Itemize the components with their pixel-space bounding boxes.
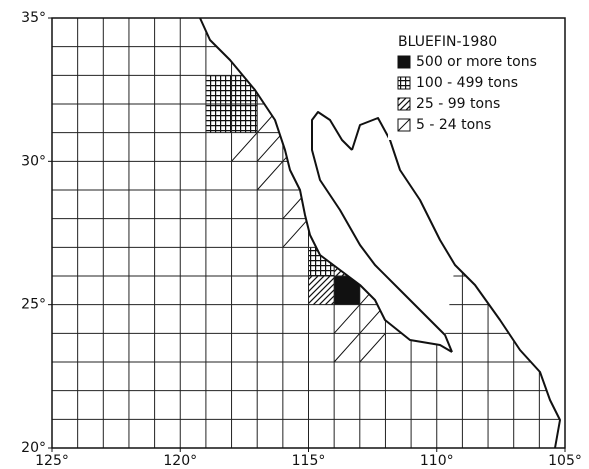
cell-diagonal	[256, 132, 284, 162]
catch-cell	[205, 104, 232, 133]
baja-east-coast	[311, 111, 453, 353]
x-tick-label: 105°	[548, 453, 582, 469]
x-tick-label: 120°	[163, 453, 197, 469]
cell-diagonal	[333, 304, 361, 334]
legend-label: 500 or more tons	[416, 54, 537, 70]
x-tick-label: 115°	[292, 453, 326, 469]
y-tick-label: 20°	[21, 440, 46, 456]
legend-box	[388, 28, 553, 140]
legend-diagonal	[397, 118, 411, 132]
legend-swatch	[397, 55, 411, 69]
cell-diagonal	[282, 218, 309, 248]
catch-cell	[231, 104, 258, 133]
y-tick-label: 30°	[21, 153, 46, 169]
labels: 125° 120° 115° 110° 105° 35° 30° 25° 20° BLUEFIN-…	[21, 10, 582, 469]
y-tick-label: 35°	[21, 10, 46, 26]
x-tick-label: 110°	[420, 453, 454, 469]
x-tick-label: 125°	[35, 453, 69, 469]
catch-cell	[205, 75, 232, 104]
catch-cell	[308, 276, 335, 305]
legend-label: 5 - 24 tons	[416, 117, 491, 133]
legend-swatch	[397, 76, 411, 90]
cell-diagonal	[256, 160, 284, 191]
cell-diagonal	[333, 332, 361, 363]
cell-diagonal	[231, 132, 258, 162]
legend-label: 25 - 99 tons	[416, 96, 500, 112]
legend-label: 100 - 499 tons	[416, 75, 518, 91]
gulf	[312, 112, 455, 335]
y-tick-label: 25°	[21, 297, 46, 313]
legend-swatch	[397, 97, 411, 111]
cell-diagonal	[359, 332, 386, 363]
legend-title: BLUEFIN-1980	[398, 34, 497, 50]
mainland-coast	[351, 117, 561, 449]
pacific-coast	[199, 17, 453, 353]
